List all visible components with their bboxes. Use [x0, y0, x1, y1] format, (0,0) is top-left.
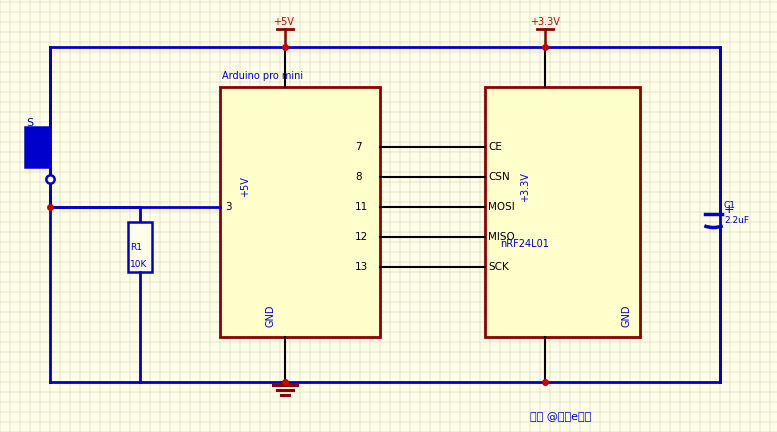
Text: 7: 7	[355, 142, 361, 152]
Text: MOSI: MOSI	[488, 202, 514, 212]
FancyBboxPatch shape	[220, 87, 380, 337]
Text: 8: 8	[355, 172, 361, 182]
Text: 头条 @创客e工坊: 头条 @创客e工坊	[530, 412, 591, 422]
Text: C1: C1	[724, 201, 736, 210]
FancyBboxPatch shape	[128, 222, 152, 272]
Text: MISO: MISO	[488, 232, 514, 242]
Text: GND: GND	[622, 305, 632, 327]
Text: SCK: SCK	[488, 262, 509, 272]
Text: 13: 13	[355, 262, 368, 272]
Text: S: S	[26, 118, 33, 128]
Text: 12: 12	[355, 232, 368, 242]
FancyBboxPatch shape	[25, 127, 50, 167]
Text: 10K: 10K	[130, 260, 148, 269]
Text: CE: CE	[488, 142, 502, 152]
Text: R1: R1	[130, 243, 142, 252]
Text: 11: 11	[355, 202, 368, 212]
Text: CSN: CSN	[488, 172, 510, 182]
Text: +3.3V: +3.3V	[520, 172, 530, 202]
Text: +: +	[724, 203, 734, 216]
Text: GND: GND	[265, 305, 275, 327]
Text: 2.2uF: 2.2uF	[724, 216, 749, 225]
FancyBboxPatch shape	[485, 87, 640, 337]
Text: Arduino pro mini: Arduino pro mini	[222, 71, 303, 81]
Text: +5V: +5V	[240, 177, 250, 197]
Text: nRF24L01: nRF24L01	[500, 239, 549, 249]
Text: 3: 3	[225, 202, 232, 212]
Text: +3.3V: +3.3V	[530, 17, 560, 27]
Text: +5V: +5V	[273, 17, 294, 27]
